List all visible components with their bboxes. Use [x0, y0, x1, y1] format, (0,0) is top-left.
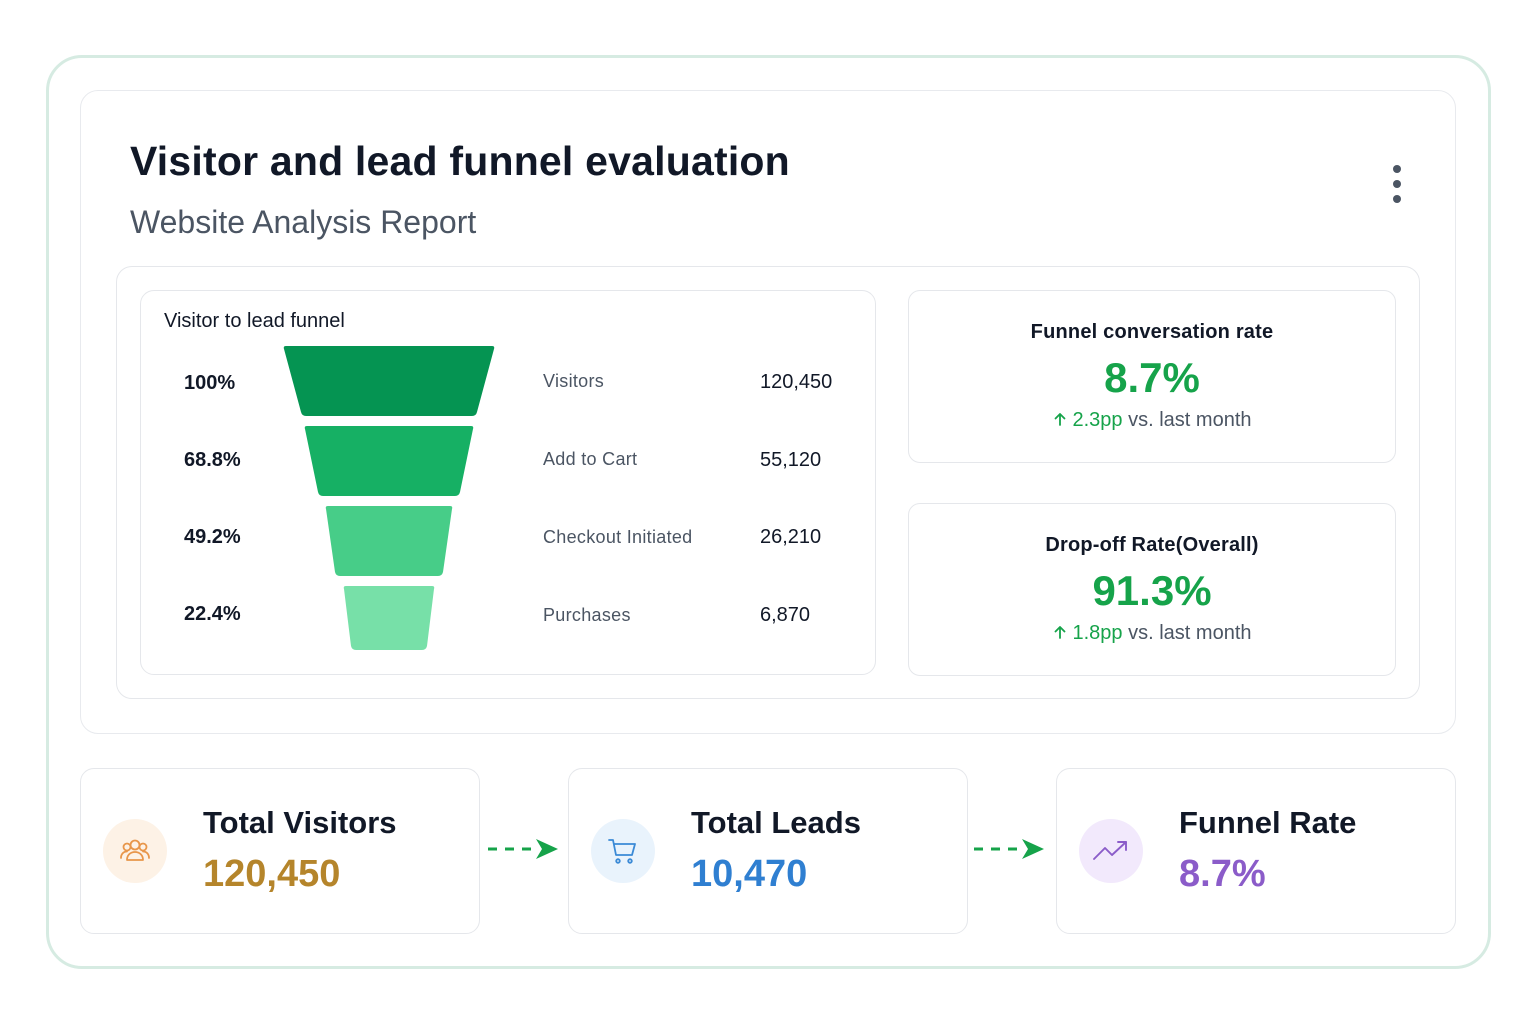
total-leads-card[interactable]: Total Leads 10,470 — [568, 768, 968, 934]
funnel-stage-purchases — [343, 586, 435, 650]
conversion-rate-card: Funnel conversation rate 8.7% 2.3pp vs. … — [908, 290, 1396, 463]
funnel-rate-card[interactable]: Funnel Rate 8.7% — [1056, 768, 1456, 934]
funnel-stage-add-to-cart — [304, 426, 474, 496]
funnel-stage-value: 55,120 — [760, 449, 822, 471]
funnel-chart — [283, 346, 495, 650]
flow-arrow-icon — [974, 839, 1044, 859]
dropoff-rate-card: Drop-off Rate(Overall) 91.3% 1.8pp vs. l… — [908, 503, 1396, 676]
shopping-cart-icon — [591, 819, 655, 883]
users-icon — [103, 819, 167, 883]
funnel-stage-checkout — [325, 506, 453, 576]
more-vertical-icon[interactable] — [1383, 162, 1411, 206]
menu-dot — [1393, 195, 1401, 203]
menu-dot — [1393, 165, 1401, 173]
funnel-stage-value: 26,210 — [760, 526, 822, 548]
stat-value: 120,450 — [203, 853, 341, 895]
menu-dot — [1393, 180, 1401, 188]
kpi-delta: 1.8pp vs. last month — [909, 622, 1395, 645]
page-title: Visitor and lead funnel evaluation — [130, 138, 790, 184]
stat-value: 8.7% — [1179, 853, 1266, 895]
funnel-stage-label: Purchases — [543, 605, 631, 625]
stat-label: Total Visitors — [203, 805, 397, 840]
funnel-stage-value: 120,450 — [760, 371, 833, 393]
stat-label: Total Leads — [691, 805, 861, 840]
funnel-stage-label: Visitors — [543, 371, 605, 391]
funnel-stage-visitors — [283, 346, 495, 416]
kpi-title: Drop-off Rate(Overall) — [1045, 534, 1259, 556]
funnel-card — [140, 290, 876, 675]
total-visitors-card[interactable]: Total Visitors 120,450 — [80, 768, 480, 934]
funnel-percent: 100% — [184, 372, 236, 394]
arrow-up-icon — [1054, 413, 1065, 426]
arrow-up-icon — [1054, 626, 1065, 639]
funnel-percent: 49.2% — [184, 526, 241, 548]
kpi-delta-value: 2.3pp — [1072, 409, 1123, 431]
funnel-percent: 68.8% — [184, 449, 241, 471]
page-subtitle: Website Analysis Report — [130, 204, 477, 240]
kpi-value: 91.3% — [1092, 567, 1212, 614]
trending-up-icon — [1079, 819, 1143, 883]
kpi-delta-suffix: vs. last month — [1122, 409, 1252, 431]
kpi-delta-suffix: vs. last month — [1122, 622, 1252, 644]
funnel-stage-label: Checkout Initiated — [543, 527, 693, 547]
kpi-title: Funnel conversation rate — [1030, 321, 1274, 343]
funnel-stage-label: Add to Cart — [543, 449, 638, 469]
kpi-delta-value: 1.8pp — [1072, 622, 1123, 644]
stat-label: Funnel Rate — [1179, 805, 1357, 840]
kpi-delta: 2.3pp vs. last month — [909, 409, 1395, 432]
funnel-stage-value: 6,870 — [760, 604, 811, 626]
flow-arrow-icon — [488, 839, 558, 859]
kpi-value: 8.7% — [1104, 354, 1200, 401]
stat-value: 10,470 — [691, 853, 808, 895]
funnel-title: Visitor to lead funnel — [164, 310, 345, 332]
funnel-percent: 22.4% — [184, 603, 241, 625]
